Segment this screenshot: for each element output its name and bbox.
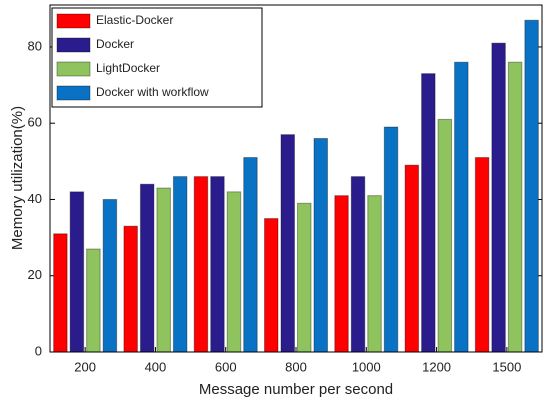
x-tick-label: 1000 [352, 359, 381, 374]
bar [86, 248, 101, 353]
legend-label: Elastic-Docker [96, 13, 173, 27]
bar [280, 134, 295, 353]
bar [156, 187, 171, 353]
bar [367, 195, 382, 353]
x-tick-label: 1200 [422, 359, 451, 374]
x-tick-label: 800 [285, 359, 307, 374]
x-tick-label: 1500 [492, 359, 521, 374]
bar [474, 157, 490, 353]
bar [210, 176, 225, 353]
plot-frame [49, 4, 543, 353]
bar [264, 218, 279, 353]
bar [297, 202, 312, 353]
bar [383, 126, 399, 353]
x-tick-label: 200 [74, 359, 96, 374]
legend-swatch [56, 13, 91, 29]
bar [172, 176, 188, 353]
bar [421, 73, 436, 353]
bar [454, 61, 469, 353]
bar [313, 137, 328, 353]
bar [243, 157, 258, 353]
y-tick-label: 60 [28, 115, 42, 130]
legend-swatch [56, 37, 91, 53]
x-axis-label: Message number per second [199, 381, 393, 398]
bar [507, 61, 523, 353]
y-tick-label: 20 [28, 267, 42, 282]
y-axis-label: Memory utilization(%) [9, 106, 26, 250]
bar [69, 191, 85, 353]
legend-swatch [56, 85, 91, 101]
bar [491, 42, 506, 353]
bar [226, 191, 242, 353]
bar [524, 19, 539, 353]
y-tick-label: 40 [28, 191, 42, 206]
bar [404, 164, 420, 353]
bar [334, 195, 349, 353]
bar [102, 198, 118, 353]
y-tick-label: 80 [28, 38, 42, 53]
bar [350, 176, 366, 353]
bar [139, 183, 155, 353]
bar [437, 118, 453, 353]
bar [53, 233, 68, 353]
legend-label: Docker with workflow [96, 85, 209, 99]
bar [123, 225, 138, 353]
legend-label: Docker [96, 37, 134, 51]
y-tick-label: 0 [35, 343, 42, 358]
x-tick-label: 600 [215, 359, 237, 374]
x-tick-label: 400 [145, 359, 167, 374]
bar [193, 176, 209, 353]
legend-label: LightDocker [96, 61, 160, 75]
legend-swatch [56, 61, 91, 77]
